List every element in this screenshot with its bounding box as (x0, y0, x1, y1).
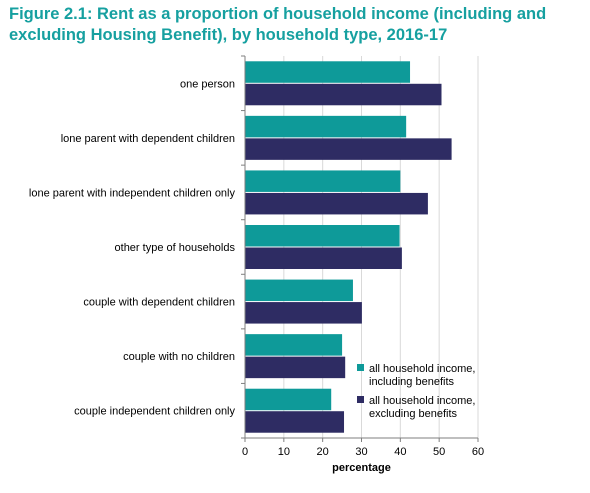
category-label: one person (180, 78, 235, 90)
x-tick-label: 30 (355, 446, 367, 458)
x-tick-label: 0 (242, 446, 248, 458)
legend-swatch-including (357, 364, 364, 371)
x-tick-labels: 0 10 20 30 40 50 60 (242, 438, 484, 458)
chart-title: Figure 2.1: Rent as a proportion of hous… (9, 5, 547, 44)
bar-including-2 (245, 170, 401, 192)
x-tick-label: 50 (433, 446, 445, 458)
category-label: lone parent with dependent children (61, 133, 235, 145)
legend: all household income, including benefits a… (357, 363, 475, 420)
category-label: other type of households (115, 242, 236, 254)
category-labels: one person lone parent with dependent chi… (29, 55, 245, 439)
category-label: lone parent with independent children on… (29, 187, 236, 199)
x-axis-title: percentage (332, 462, 391, 474)
bar-excluding-0 (245, 83, 442, 106)
legend-label-excluding: all household income, excluding benefits (369, 395, 475, 420)
bar-including-3 (245, 225, 400, 247)
bar-including-1 (245, 115, 407, 138)
x-tick-label: 40 (394, 446, 406, 458)
x-tick-label: 60 (472, 446, 484, 458)
bar-excluding-4 (245, 302, 362, 324)
bar-including-5 (245, 334, 343, 356)
bar-including-6 (245, 388, 332, 411)
bar-excluding-5 (245, 356, 346, 379)
bar-excluding-6 (245, 411, 345, 433)
bar-excluding-2 (245, 192, 428, 215)
category-label: couple with no children (123, 351, 235, 363)
bar-including-4 (245, 279, 353, 302)
bars (245, 61, 452, 433)
bar-excluding-1 (245, 138, 452, 160)
x-tick-label: 20 (317, 446, 329, 458)
bar-excluding-3 (245, 247, 402, 269)
legend-label-including: all household income, including benefits (369, 363, 475, 388)
legend-swatch-excluding (357, 396, 364, 403)
bar-including-0 (245, 61, 411, 83)
x-tick-label: 10 (278, 446, 290, 458)
category-label: couple independent children only (74, 406, 235, 418)
category-label: couple with dependent children (83, 297, 235, 309)
